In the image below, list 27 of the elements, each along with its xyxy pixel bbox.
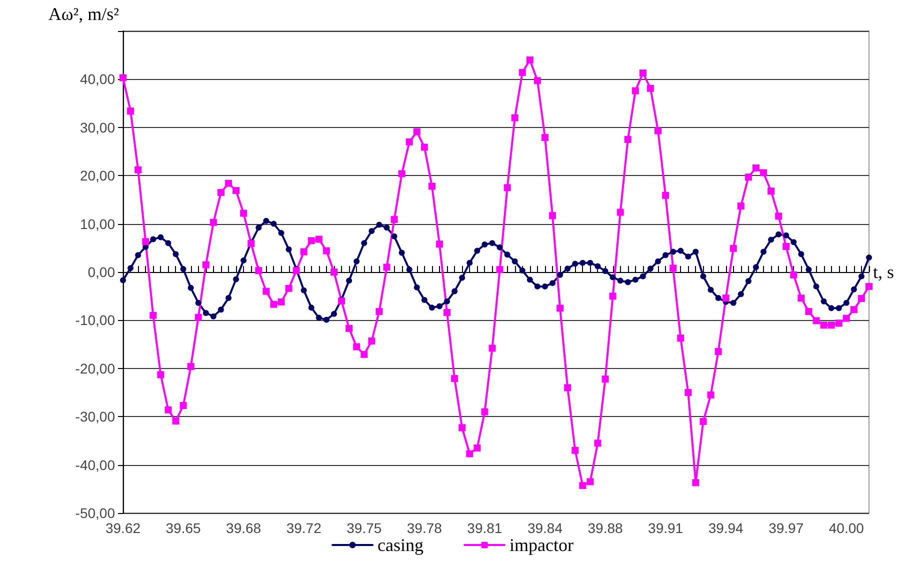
legend-label: casing [378,535,424,555]
x-tick-label: 39.68 [226,520,262,536]
y-tick-label: -20,00 [75,360,116,376]
x-tick-label: 39.88 [588,520,623,536]
y-tick-label: -30,00 [75,408,116,425]
x-tick-label: 39.97 [768,520,804,536]
y-tick-label: 20,00 [80,168,116,184]
y-tick-label: 0,00 [88,264,116,280]
x-tick-label: 39.62 [105,520,141,536]
y-tick-label: -10,00 [75,312,116,328]
x-tick-label: 39.75 [346,520,382,536]
y-tick-label: -50,00 [75,505,116,521]
y-tick-label: -40,00 [75,456,116,473]
x-axis-title: t, s [873,262,894,282]
y-tick-label: 10,00 [80,216,116,232]
y-tick-label: 30,00 [80,119,116,136]
x-tick-label: 39.65 [166,520,202,536]
legend-label: impactor [510,535,574,555]
y-axis-title: Aω², m/s² [48,4,119,24]
x-tick-label: 39.78 [406,520,442,536]
x-tick-label: 39.72 [286,520,322,536]
x-tick-label: 39.84 [527,520,563,536]
y-tick-label: 40,00 [80,71,116,88]
x-tick-label: 40.00 [828,520,864,536]
x-tick-label: 39.94 [708,520,744,536]
x-tick-label: 39.81 [467,520,502,536]
x-tick-label: 39.91 [648,520,684,536]
